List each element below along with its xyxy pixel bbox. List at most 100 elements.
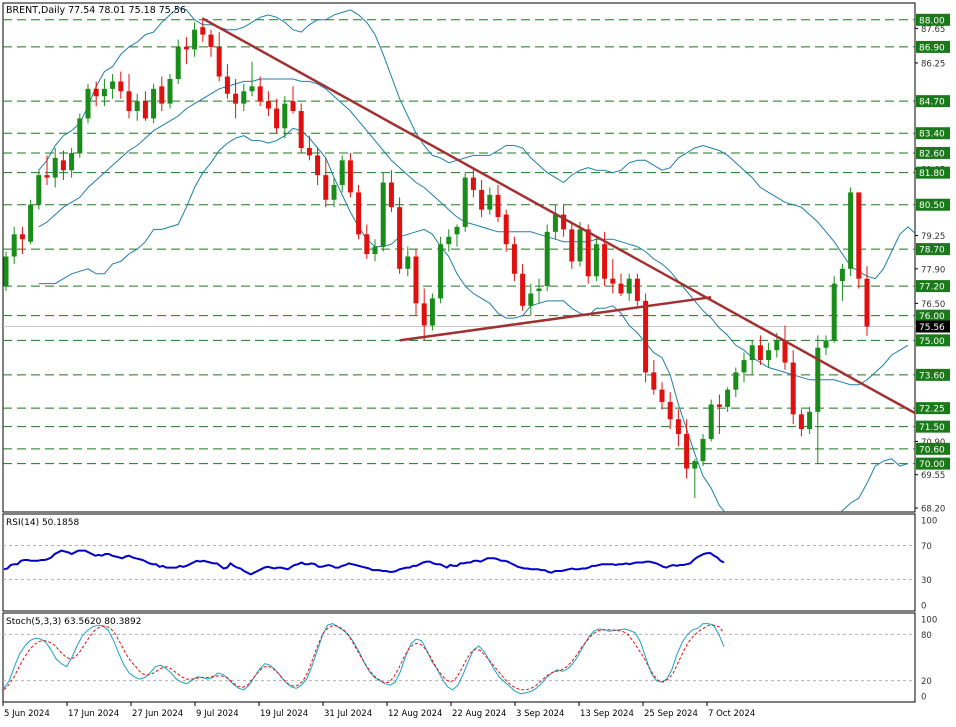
candle-bear bbox=[634, 278, 640, 301]
candle-bull bbox=[175, 46, 181, 79]
candle-bull bbox=[487, 194, 493, 210]
stoch-title: Stoch(5,3,3) 63.5620 80.3892 bbox=[6, 617, 141, 627]
y-tick-label: 69.55 bbox=[921, 471, 945, 481]
x-tick-label: 19 Jul 2024 bbox=[260, 709, 308, 719]
candle-bear bbox=[716, 404, 722, 407]
candle-bull bbox=[11, 234, 17, 257]
candle-bear bbox=[782, 340, 788, 363]
level-price-tag bbox=[916, 402, 950, 415]
rsi-y-tick-label: 0 bbox=[921, 602, 926, 612]
level-price-tag bbox=[916, 442, 950, 455]
x-tick-label: 27 Jun 2024 bbox=[132, 709, 183, 719]
candle-bull bbox=[741, 360, 747, 373]
candle-bull bbox=[725, 389, 731, 407]
level-price-label: 78.70 bbox=[919, 246, 945, 256]
candle-bear bbox=[479, 189, 485, 210]
resistance-trendline bbox=[202, 17, 915, 415]
candle-bull bbox=[77, 118, 83, 153]
candle-bull bbox=[807, 411, 813, 430]
candle-bull bbox=[462, 177, 468, 227]
candle-bear bbox=[183, 46, 189, 50]
stoch-series-signal bbox=[3, 624, 725, 691]
candle-bear bbox=[684, 434, 690, 469]
candle-bear bbox=[798, 414, 804, 430]
x-tick-label: 22 Aug 2024 bbox=[452, 709, 506, 719]
candle-bear bbox=[257, 86, 263, 102]
level-price-tag bbox=[916, 420, 950, 433]
level-price-label: 70.00 bbox=[919, 460, 945, 470]
candle-bull bbox=[36, 175, 42, 205]
candle-bull bbox=[101, 88, 107, 97]
candle-bull bbox=[823, 340, 829, 348]
candle-bear bbox=[856, 192, 862, 279]
candle-bull bbox=[282, 103, 288, 129]
x-tick-label: 5 Jun 2024 bbox=[4, 709, 50, 719]
x-tick-label: 31 Jul 2024 bbox=[324, 709, 372, 719]
level-price-label: 82.60 bbox=[919, 149, 945, 159]
candle-bear bbox=[643, 300, 649, 373]
candle-bull bbox=[339, 160, 345, 185]
x-tick-label: 3 Sep 2024 bbox=[516, 709, 564, 719]
candle-bear bbox=[569, 229, 575, 262]
candle-bear bbox=[200, 27, 206, 35]
y-tick-label: 86.25 bbox=[921, 59, 945, 69]
level-price-tag bbox=[916, 40, 950, 53]
candle-bull bbox=[848, 192, 854, 269]
stoch-y-tick-label: 0 bbox=[921, 693, 926, 703]
candle-bear bbox=[757, 345, 763, 361]
candle-bull bbox=[626, 278, 632, 294]
level-price-tag bbox=[916, 243, 950, 256]
candle-bear bbox=[265, 101, 271, 109]
y-tick-label: 79.25 bbox=[921, 232, 945, 242]
level-price-label: 84.70 bbox=[919, 98, 945, 108]
candle-bull bbox=[593, 244, 599, 277]
main-chart-title: BRENT,Daily 77.54 78.01 75.18 75.56 bbox=[6, 5, 186, 16]
level-price-label: 86.90 bbox=[919, 43, 945, 53]
candle-bull bbox=[544, 231, 550, 287]
candle-bull bbox=[241, 91, 247, 104]
candle-bear bbox=[19, 234, 25, 240]
candle-bear bbox=[315, 155, 321, 176]
y-tick-label: 76.50 bbox=[921, 300, 945, 310]
x-tick-label: 9 Jul 2024 bbox=[196, 709, 239, 719]
candle-bull bbox=[815, 347, 821, 412]
stoch-y-tick-label: 20 bbox=[921, 677, 932, 687]
candle-bull bbox=[708, 404, 714, 439]
rsi-title: RSI(14) 50.1858 bbox=[6, 518, 79, 528]
level-price-tag bbox=[916, 95, 950, 108]
candle-bear bbox=[667, 401, 673, 420]
candle-bear bbox=[659, 389, 665, 402]
candle-bear bbox=[126, 91, 132, 112]
candle-bear bbox=[118, 81, 124, 92]
candle-bull bbox=[331, 184, 337, 200]
level-price-label: 88.00 bbox=[919, 16, 945, 26]
candle-bear bbox=[388, 182, 394, 208]
rsi-y-tick-label: 30 bbox=[921, 576, 932, 586]
candle-bull bbox=[552, 214, 558, 232]
current-price-label: 75.56 bbox=[919, 323, 945, 333]
candle-bull bbox=[405, 256, 411, 269]
candle-bull bbox=[577, 229, 583, 262]
candle-bull bbox=[151, 88, 157, 119]
candle-bear bbox=[511, 244, 517, 274]
candle-bear bbox=[216, 46, 222, 77]
candle-bear bbox=[790, 362, 796, 415]
current-price-tag bbox=[916, 320, 950, 333]
candle-bull bbox=[438, 244, 444, 299]
y-tick-label: 68.20 bbox=[921, 505, 945, 515]
candle-bear bbox=[864, 278, 870, 327]
candle-bear bbox=[233, 93, 239, 104]
candle-bear bbox=[306, 148, 312, 156]
candle-bear bbox=[610, 278, 616, 284]
level-price-label: 70.60 bbox=[919, 445, 945, 455]
candle-bear bbox=[44, 175, 50, 178]
candle-bear bbox=[323, 175, 329, 200]
panel-frame-main bbox=[2, 2, 916, 513]
candle-bull bbox=[429, 298, 435, 326]
candle-bull bbox=[3, 256, 9, 287]
candle-bear bbox=[364, 234, 370, 255]
level-price-tag bbox=[916, 309, 950, 322]
candle-bear bbox=[561, 214, 567, 230]
candle-bear bbox=[520, 273, 526, 306]
